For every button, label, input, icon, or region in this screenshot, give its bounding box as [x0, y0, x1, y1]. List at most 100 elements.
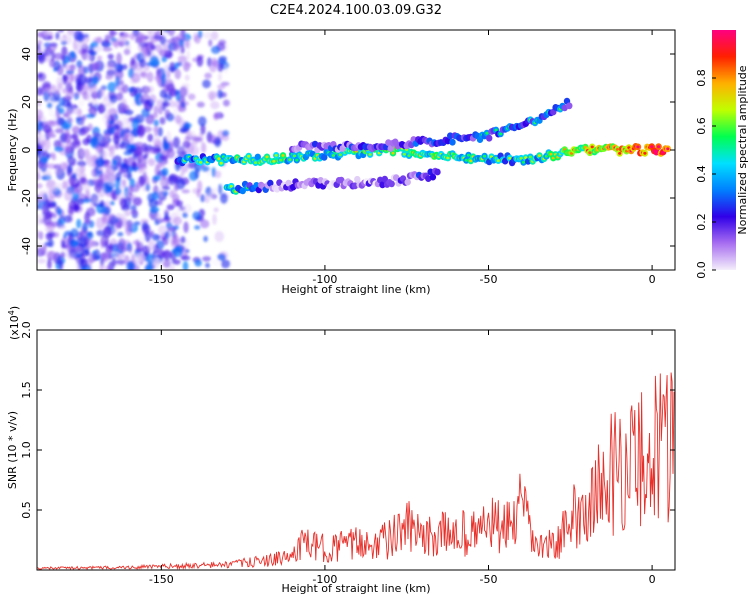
noise-blob	[158, 105, 163, 115]
noise-blob	[185, 248, 190, 254]
feature-core	[666, 147, 670, 151]
x-tick-label: -150	[149, 273, 174, 286]
noise-blob	[86, 207, 96, 217]
noise-blob	[70, 134, 77, 139]
noise-blob	[60, 54, 65, 62]
noise-blob	[213, 207, 219, 213]
feature-core	[446, 156, 450, 160]
snr-line-plot	[37, 372, 675, 570]
noise-blob	[181, 189, 190, 194]
noise-blob	[122, 211, 131, 217]
noise-blob	[91, 41, 99, 48]
noise-blob	[203, 235, 208, 242]
noise-blob	[202, 256, 212, 262]
noise-blob	[77, 198, 85, 206]
noise-blob	[173, 245, 183, 258]
noise-blob	[58, 36, 68, 43]
feature-blob	[393, 174, 400, 182]
noise-blob	[161, 236, 166, 241]
noise-blob	[194, 259, 202, 267]
noise-blob	[102, 149, 107, 161]
noise-blob	[207, 90, 217, 100]
noise-blob	[47, 230, 56, 239]
noise-blob	[71, 192, 80, 201]
noise-blob	[149, 230, 155, 238]
y-tick-label: 20	[20, 95, 33, 109]
noise-blob	[76, 160, 87, 167]
noise-blob	[137, 252, 145, 263]
noise-blob	[156, 212, 162, 223]
noise-blob	[217, 89, 223, 99]
bottom-y-axis-title: SNR (10 * v/v)	[6, 411, 19, 489]
noise-blob	[217, 84, 226, 90]
noise-blob	[38, 73, 43, 78]
noise-blob	[174, 114, 182, 124]
noise-blob	[41, 204, 47, 213]
feature-core	[254, 161, 258, 165]
top-x-axis: -150 -100 -50 0	[149, 30, 656, 286]
noise-blob	[163, 215, 171, 222]
noise-blob	[121, 37, 129, 46]
noise-blob	[149, 30, 155, 35]
noise-blob	[211, 258, 221, 267]
noise-blob	[99, 199, 105, 208]
noise-blob	[121, 216, 127, 228]
noise-blob	[114, 62, 124, 73]
noise-blob	[180, 236, 186, 244]
feature-core	[528, 155, 533, 159]
noise-blob	[221, 134, 230, 142]
noise-blob	[146, 71, 154, 83]
noise-blob	[98, 134, 108, 144]
feature-blob	[447, 132, 454, 140]
noise-blob	[180, 255, 191, 261]
feature-core	[521, 160, 526, 164]
noise-blob	[107, 81, 117, 92]
noise-blob	[47, 42, 57, 52]
noise-blob	[60, 251, 66, 258]
feature-core	[281, 154, 285, 157]
noise-blob	[106, 165, 116, 176]
noise-blob	[116, 243, 122, 250]
feature-core	[650, 145, 654, 149]
noise-blob	[43, 30, 49, 39]
noise-blob	[53, 60, 61, 71]
noise-blob	[72, 172, 77, 179]
noise-blob	[160, 155, 169, 162]
noise-blob	[163, 77, 171, 84]
noise-blob	[200, 142, 207, 154]
noise-blob	[53, 139, 62, 149]
noise-blob	[164, 109, 171, 119]
noise-blob	[142, 126, 152, 133]
noise-blob	[82, 138, 91, 146]
noise-blob	[108, 213, 117, 226]
feature-core	[464, 158, 468, 162]
colorbar-tick-label: 0.8	[695, 69, 708, 87]
noise-blob	[121, 136, 126, 141]
noise-blob	[85, 82, 95, 90]
noise-blob	[63, 215, 73, 223]
noise-blob	[80, 148, 90, 157]
noise-blob	[60, 122, 69, 130]
noise-blob	[58, 30, 64, 33]
noise-blob	[106, 174, 117, 187]
noise-blob	[174, 100, 181, 109]
noise-blob	[128, 245, 133, 254]
noise-blob	[116, 161, 122, 168]
noise-blob	[61, 244, 68, 249]
spectrogram-heatmap	[37, 30, 671, 270]
y-tick-label: 0	[20, 147, 33, 154]
feature-blob	[486, 134, 493, 142]
noise-blob	[37, 98, 42, 107]
noise-blob	[99, 86, 105, 97]
noise-blob	[92, 75, 99, 85]
noise-blob	[84, 249, 90, 256]
noise-blob	[71, 125, 80, 134]
noise-blob	[217, 72, 223, 82]
noise-blob	[61, 46, 68, 58]
noise-blob	[129, 33, 136, 41]
noise-blob	[79, 176, 87, 184]
feature-core	[292, 154, 297, 158]
noise-blob	[76, 165, 81, 178]
noise-blob	[62, 88, 67, 94]
